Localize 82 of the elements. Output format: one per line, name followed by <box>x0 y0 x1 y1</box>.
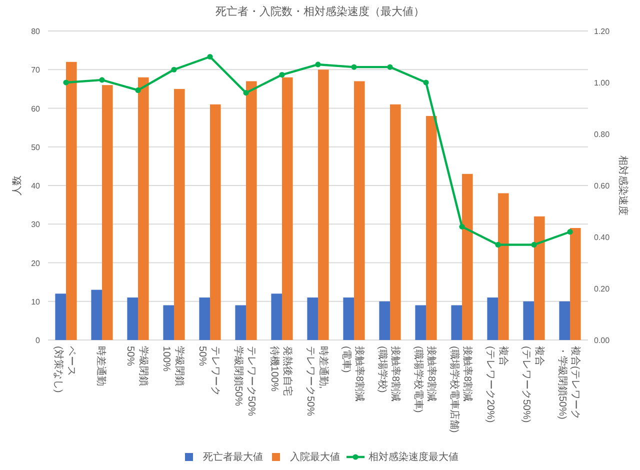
y-tick-label: 10 <box>31 297 41 306</box>
x-tick-label: テレワーク50% 学級閉鎖50% <box>232 346 256 416</box>
bar <box>343 298 354 340</box>
y-tick-label: 30 <box>31 220 41 230</box>
y-tick-label: 80 <box>31 27 41 36</box>
y2-tick-label: 0.20 <box>594 284 610 294</box>
y-tick-label: 50 <box>31 142 41 152</box>
y2-tick-label: 0.80 <box>594 130 610 139</box>
bar <box>451 305 462 340</box>
x-tick-label: 学級閉鎖 100% <box>160 346 186 386</box>
point <box>531 242 537 248</box>
point <box>567 229 573 235</box>
x-tick-label: 複合 (テレワーク20%) <box>484 346 510 423</box>
bar <box>91 290 102 340</box>
x-tick-label: 時差通勤, テレワーク50% <box>304 346 330 416</box>
point <box>243 90 249 96</box>
bar <box>379 301 390 340</box>
y-tick-label: 20 <box>31 258 41 268</box>
x-tick-label: 接触率8割減 (職場学校電車) <box>412 346 438 413</box>
x-tick-label: 時差通勤 <box>95 346 107 386</box>
y-tick-label: 60 <box>31 104 41 114</box>
x-tick-label: 接触率8割減 (電車) <box>340 346 366 402</box>
bar <box>66 62 77 340</box>
x-tick-label: 発熱後自宅待機100% <box>268 346 294 396</box>
legend-label: 相対感染速度最大値 <box>368 451 458 463</box>
bar <box>426 116 437 340</box>
bar <box>174 88 185 340</box>
y2-tick-label: 0.00 <box>594 336 610 345</box>
point <box>135 87 141 94</box>
bar <box>138 77 149 340</box>
x-tick-label: 接触率8割減 (職場学校) <box>376 346 402 402</box>
y-tick-label: 40 <box>31 182 41 190</box>
legend-label: 入院最大値 <box>290 451 340 463</box>
bar <box>246 81 257 340</box>
point <box>279 72 285 78</box>
y2-tick-label: 1.00 <box>594 78 610 88</box>
y-axis-title: 人数 <box>12 176 23 196</box>
bar <box>307 298 318 340</box>
y2-tick-label: 0.60 <box>594 182 610 190</box>
point <box>423 80 429 86</box>
bar <box>235 305 246 340</box>
bar <box>163 305 174 340</box>
point <box>459 224 465 230</box>
bar <box>462 174 473 340</box>
x-tick-label: テレワーク 50% <box>196 346 220 396</box>
bar <box>559 301 570 340</box>
bar <box>318 70 329 340</box>
point <box>315 62 321 68</box>
point <box>207 54 213 60</box>
y2-tick-label: 1.20 <box>594 27 610 36</box>
bar <box>271 294 282 340</box>
bar <box>570 228 581 340</box>
bar <box>102 85 113 340</box>
point <box>495 242 501 248</box>
point <box>99 77 105 83</box>
bar <box>390 104 401 340</box>
x-tick-label: 接触率8割減 (職場学校電車店舗) <box>448 346 474 433</box>
bar <box>523 301 534 340</box>
x-tick-label: 複合 (テレワーク50%) <box>520 346 546 423</box>
point <box>387 64 393 70</box>
y2-axis-title: 相対感染速度 <box>617 156 629 216</box>
bar <box>354 81 365 340</box>
legend-label: 死亡者最大値 <box>203 451 263 463</box>
y-tick-label: 70 <box>31 66 41 75</box>
bar <box>282 77 293 340</box>
bar <box>55 294 66 340</box>
bar <box>534 216 545 340</box>
y-tick-label: 0 <box>36 336 41 345</box>
bar <box>210 104 221 340</box>
point <box>351 64 357 70</box>
x-tick-label: 学級閉鎖 50% <box>124 346 150 386</box>
x-tick-label: 複合(テレワーク・学級閉鎖50%) <box>556 346 582 420</box>
bar <box>498 193 509 340</box>
chart-title: 死亡者・入院数・相対感染速度（最大値） <box>216 5 424 18</box>
point <box>171 66 177 72</box>
bar <box>199 298 210 340</box>
point <box>63 80 69 86</box>
x-tick-label: ベース (対策なし) <box>52 346 76 393</box>
bar <box>415 305 426 340</box>
bar <box>487 298 498 340</box>
bar <box>127 298 138 340</box>
y2-tick-label: 0.40 <box>594 233 610 242</box>
